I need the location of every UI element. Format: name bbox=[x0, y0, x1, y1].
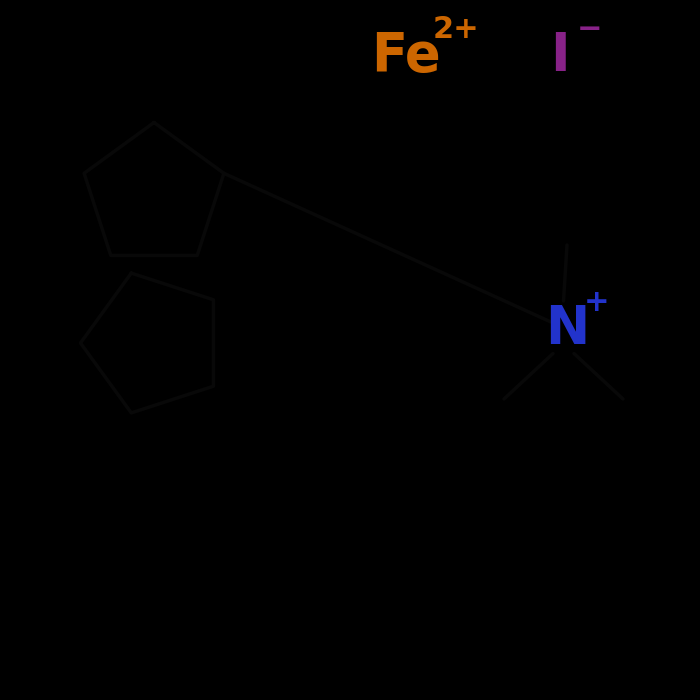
Text: I: I bbox=[550, 30, 570, 82]
Text: 2+: 2+ bbox=[433, 15, 480, 44]
Text: −: − bbox=[577, 15, 602, 44]
Text: N: N bbox=[545, 303, 589, 355]
Text: +: + bbox=[584, 288, 609, 317]
Text: Fe: Fe bbox=[371, 30, 441, 82]
